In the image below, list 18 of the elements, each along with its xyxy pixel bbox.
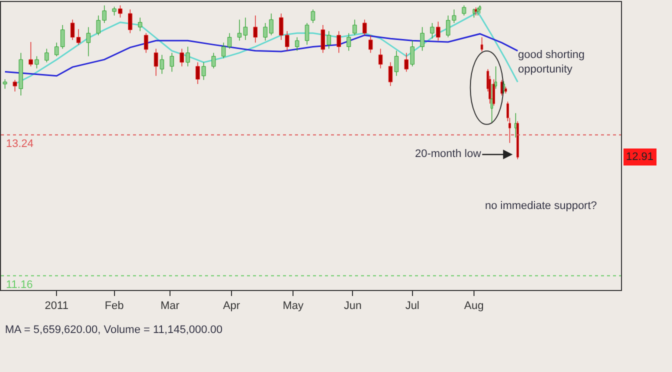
annotation: 20-month low: [415, 148, 482, 160]
annotation: 12.91: [626, 151, 654, 163]
candlestick: [86, 27, 91, 56]
x-tick-label: Jun: [344, 300, 362, 312]
x-tick-label: 2011: [44, 300, 68, 312]
candlestick: [480, 37, 484, 52]
x-tick-label: Aug: [464, 300, 484, 312]
x-tick-label: Mar: [160, 300, 180, 312]
x-tick-label: May: [282, 300, 304, 312]
candlestick: [2, 79, 8, 89]
x-tick-label: Feb: [104, 300, 124, 312]
x-tick-label: Apr: [222, 300, 240, 312]
x-tick-label: Jul: [405, 300, 420, 312]
text: MA = 5,659,620.00, Volume = 11,145,000.00: [5, 324, 223, 336]
ref-line-label: 13.24: [6, 138, 34, 150]
annotation: no immediate support?: [485, 200, 597, 212]
ref-line-label: 11.16: [6, 279, 33, 291]
annotation: good shorting opportunity: [518, 49, 585, 76]
